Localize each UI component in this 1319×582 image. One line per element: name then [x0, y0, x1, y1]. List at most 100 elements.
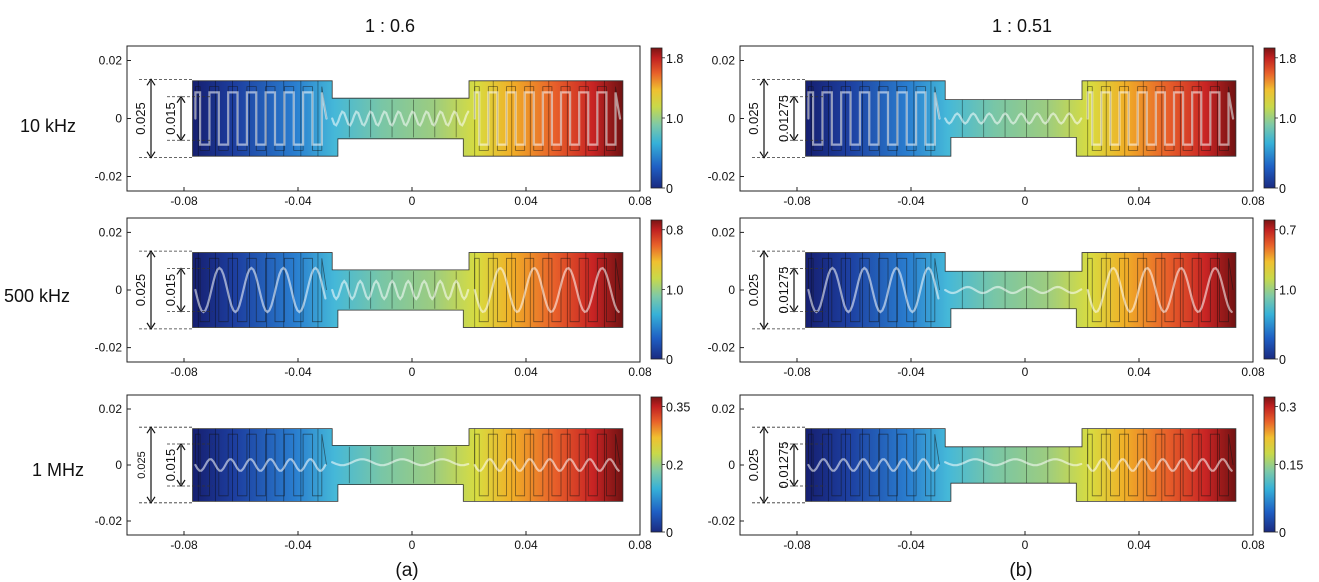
colorbar-label: 1.8 [1279, 52, 1296, 66]
y-tick-label: 0 [728, 283, 735, 297]
colorbar-label: 0 [666, 182, 673, 196]
x-tick-label: 0.08 [1241, 194, 1265, 208]
streamline-right [1086, 266, 1233, 314]
dim-label-inner: 0.01275 [776, 442, 791, 489]
colorbar-label: 0.35 [666, 400, 690, 414]
streamlines [807, 266, 1233, 314]
x-tick-label: -0.08 [170, 538, 198, 552]
dimension-annotation: 0.025 0.01275 [746, 78, 826, 159]
x-tick-label: 0.08 [628, 538, 652, 552]
electrode-meander [195, 433, 621, 497]
dim-label-inner: 0.015 [163, 102, 178, 135]
y-tick-label: 0.02 [712, 54, 736, 68]
y-tick-label: 0 [115, 283, 122, 297]
y-tick-label: 0.02 [99, 54, 123, 68]
panel-label-b: (b) [1009, 560, 1032, 581]
dimension-annotation: 0.025 0.015 [133, 250, 213, 330]
x-tick-label: 0.08 [1241, 365, 1265, 379]
x-tick-label: 0 [409, 365, 416, 379]
streamline-left [194, 458, 327, 472]
y-tick-label: 0 [115, 112, 122, 126]
streamlines [194, 91, 622, 146]
dim-label-inner: 0.015 [163, 274, 178, 307]
dimension-annotation: 0.025 0.01275 [746, 250, 826, 330]
streamline-right [473, 266, 620, 314]
panel-r2-c2: -0.08 -0.04 0 0.04 0.08 0.02 0 -0.02 0.025 0.0127… [708, 217, 1296, 379]
colorbar-label: 0 [1279, 353, 1286, 367]
streamline-center [331, 110, 470, 127]
y-tick-label: -0.02 [95, 341, 123, 355]
meander-right [474, 433, 621, 497]
y-tick-label: 0 [115, 458, 122, 472]
x-tick-label: 0.04 [514, 365, 538, 379]
panel-r3-c2: -0.08 -0.04 0 0.04 0.08 0.02 0 -0.02 0.025 0.0127… [708, 394, 1303, 552]
colorbar-label: 1.0 [1279, 284, 1296, 298]
x-tick-label: 0.08 [628, 194, 652, 208]
x-tick-label: 0.04 [1127, 365, 1151, 379]
panel-r1-c2: -0.08 -0.04 0 0.04 0.08 0.02 0 -0.02 0.025 0.0127… [708, 45, 1296, 208]
x-tick-label: 0 [409, 194, 416, 208]
streamline-right [473, 91, 622, 146]
x-tick-label: -0.08 [783, 365, 811, 379]
colorbar-label: 1.0 [666, 284, 683, 298]
streamline-left [807, 266, 940, 314]
dim-arrowhead [759, 250, 769, 330]
dim-arrowhead [759, 426, 769, 504]
dimension-annotation: 0.025 0.015 [133, 78, 213, 159]
streamline-left [807, 458, 940, 472]
streamline-center [944, 458, 1083, 467]
colorbar-label: 1.8 [666, 52, 683, 66]
x-tick-label: 0 [1022, 365, 1029, 379]
y-tick-label: 0.02 [99, 402, 123, 416]
streamline-left [807, 91, 941, 146]
colorbar [1263, 396, 1276, 533]
meander-left [808, 257, 940, 323]
x-tick-label: -0.04 [284, 194, 312, 208]
panel-r2-c1: -0.08 -0.04 0 0.04 0.080.020-0.020.025 0.0150… [95, 217, 683, 379]
x-tick-label: -0.08 [783, 538, 811, 552]
x-tick-label: -0.08 [783, 194, 811, 208]
meander-right [1087, 433, 1234, 497]
streamline-center [331, 458, 470, 467]
streamline-right [473, 458, 620, 472]
y-tick-label: 0.02 [712, 402, 736, 416]
y-tick-label: 0.02 [712, 225, 736, 239]
dim-arrowhead [176, 95, 186, 142]
panel-r3-c1: -0.08 -0.04 0 0.04 0.080.020-0.020.025 0.0150… [95, 394, 690, 552]
colorbar [650, 47, 663, 189]
colorbar-label: 1.0 [666, 112, 683, 126]
x-tick-label: -0.04 [284, 365, 312, 379]
x-tick-label: -0.04 [897, 194, 925, 208]
colorbar-label: 0 [1279, 526, 1286, 540]
dim-label-outer: 0.025 [133, 102, 148, 135]
colorbar [650, 219, 663, 360]
dim-arrowhead [759, 78, 769, 159]
y-tick-label: -0.02 [95, 514, 123, 528]
dim-arrowhead [146, 78, 156, 159]
dim-label-inner: 0.01275 [776, 267, 791, 314]
colorbar-label: 1.0 [1279, 112, 1296, 126]
x-tick-label: 0.04 [514, 194, 538, 208]
dim-arrowhead [146, 426, 156, 504]
dim-arrowhead [789, 267, 799, 313]
colorbar [1263, 47, 1276, 189]
streamlines [194, 458, 620, 472]
x-tick-label: -0.08 [170, 194, 198, 208]
x-tick-label: -0.04 [897, 538, 925, 552]
mesh-lines [810, 252, 1218, 328]
column-title-right: 1 : 0.51 [992, 16, 1052, 36]
streamline-center [944, 112, 1083, 125]
dim-arrowhead [146, 250, 156, 330]
x-tick-label: 0.04 [1127, 194, 1151, 208]
y-tick-label: -0.02 [708, 170, 736, 184]
dim-label-inner: 0.015 [163, 449, 178, 482]
streamline-right [1086, 458, 1233, 472]
row-label-1mhz: 1 MHz [32, 460, 84, 480]
dim-label-outer: 0.025 [746, 102, 761, 135]
dimension-annotation: 0.025 0.015 [136, 426, 213, 504]
electrode-meander [808, 433, 1234, 497]
column-title-left: 1 : 0.6 [365, 16, 415, 36]
colorbar [650, 396, 663, 533]
dim-arrowhead [789, 95, 799, 142]
